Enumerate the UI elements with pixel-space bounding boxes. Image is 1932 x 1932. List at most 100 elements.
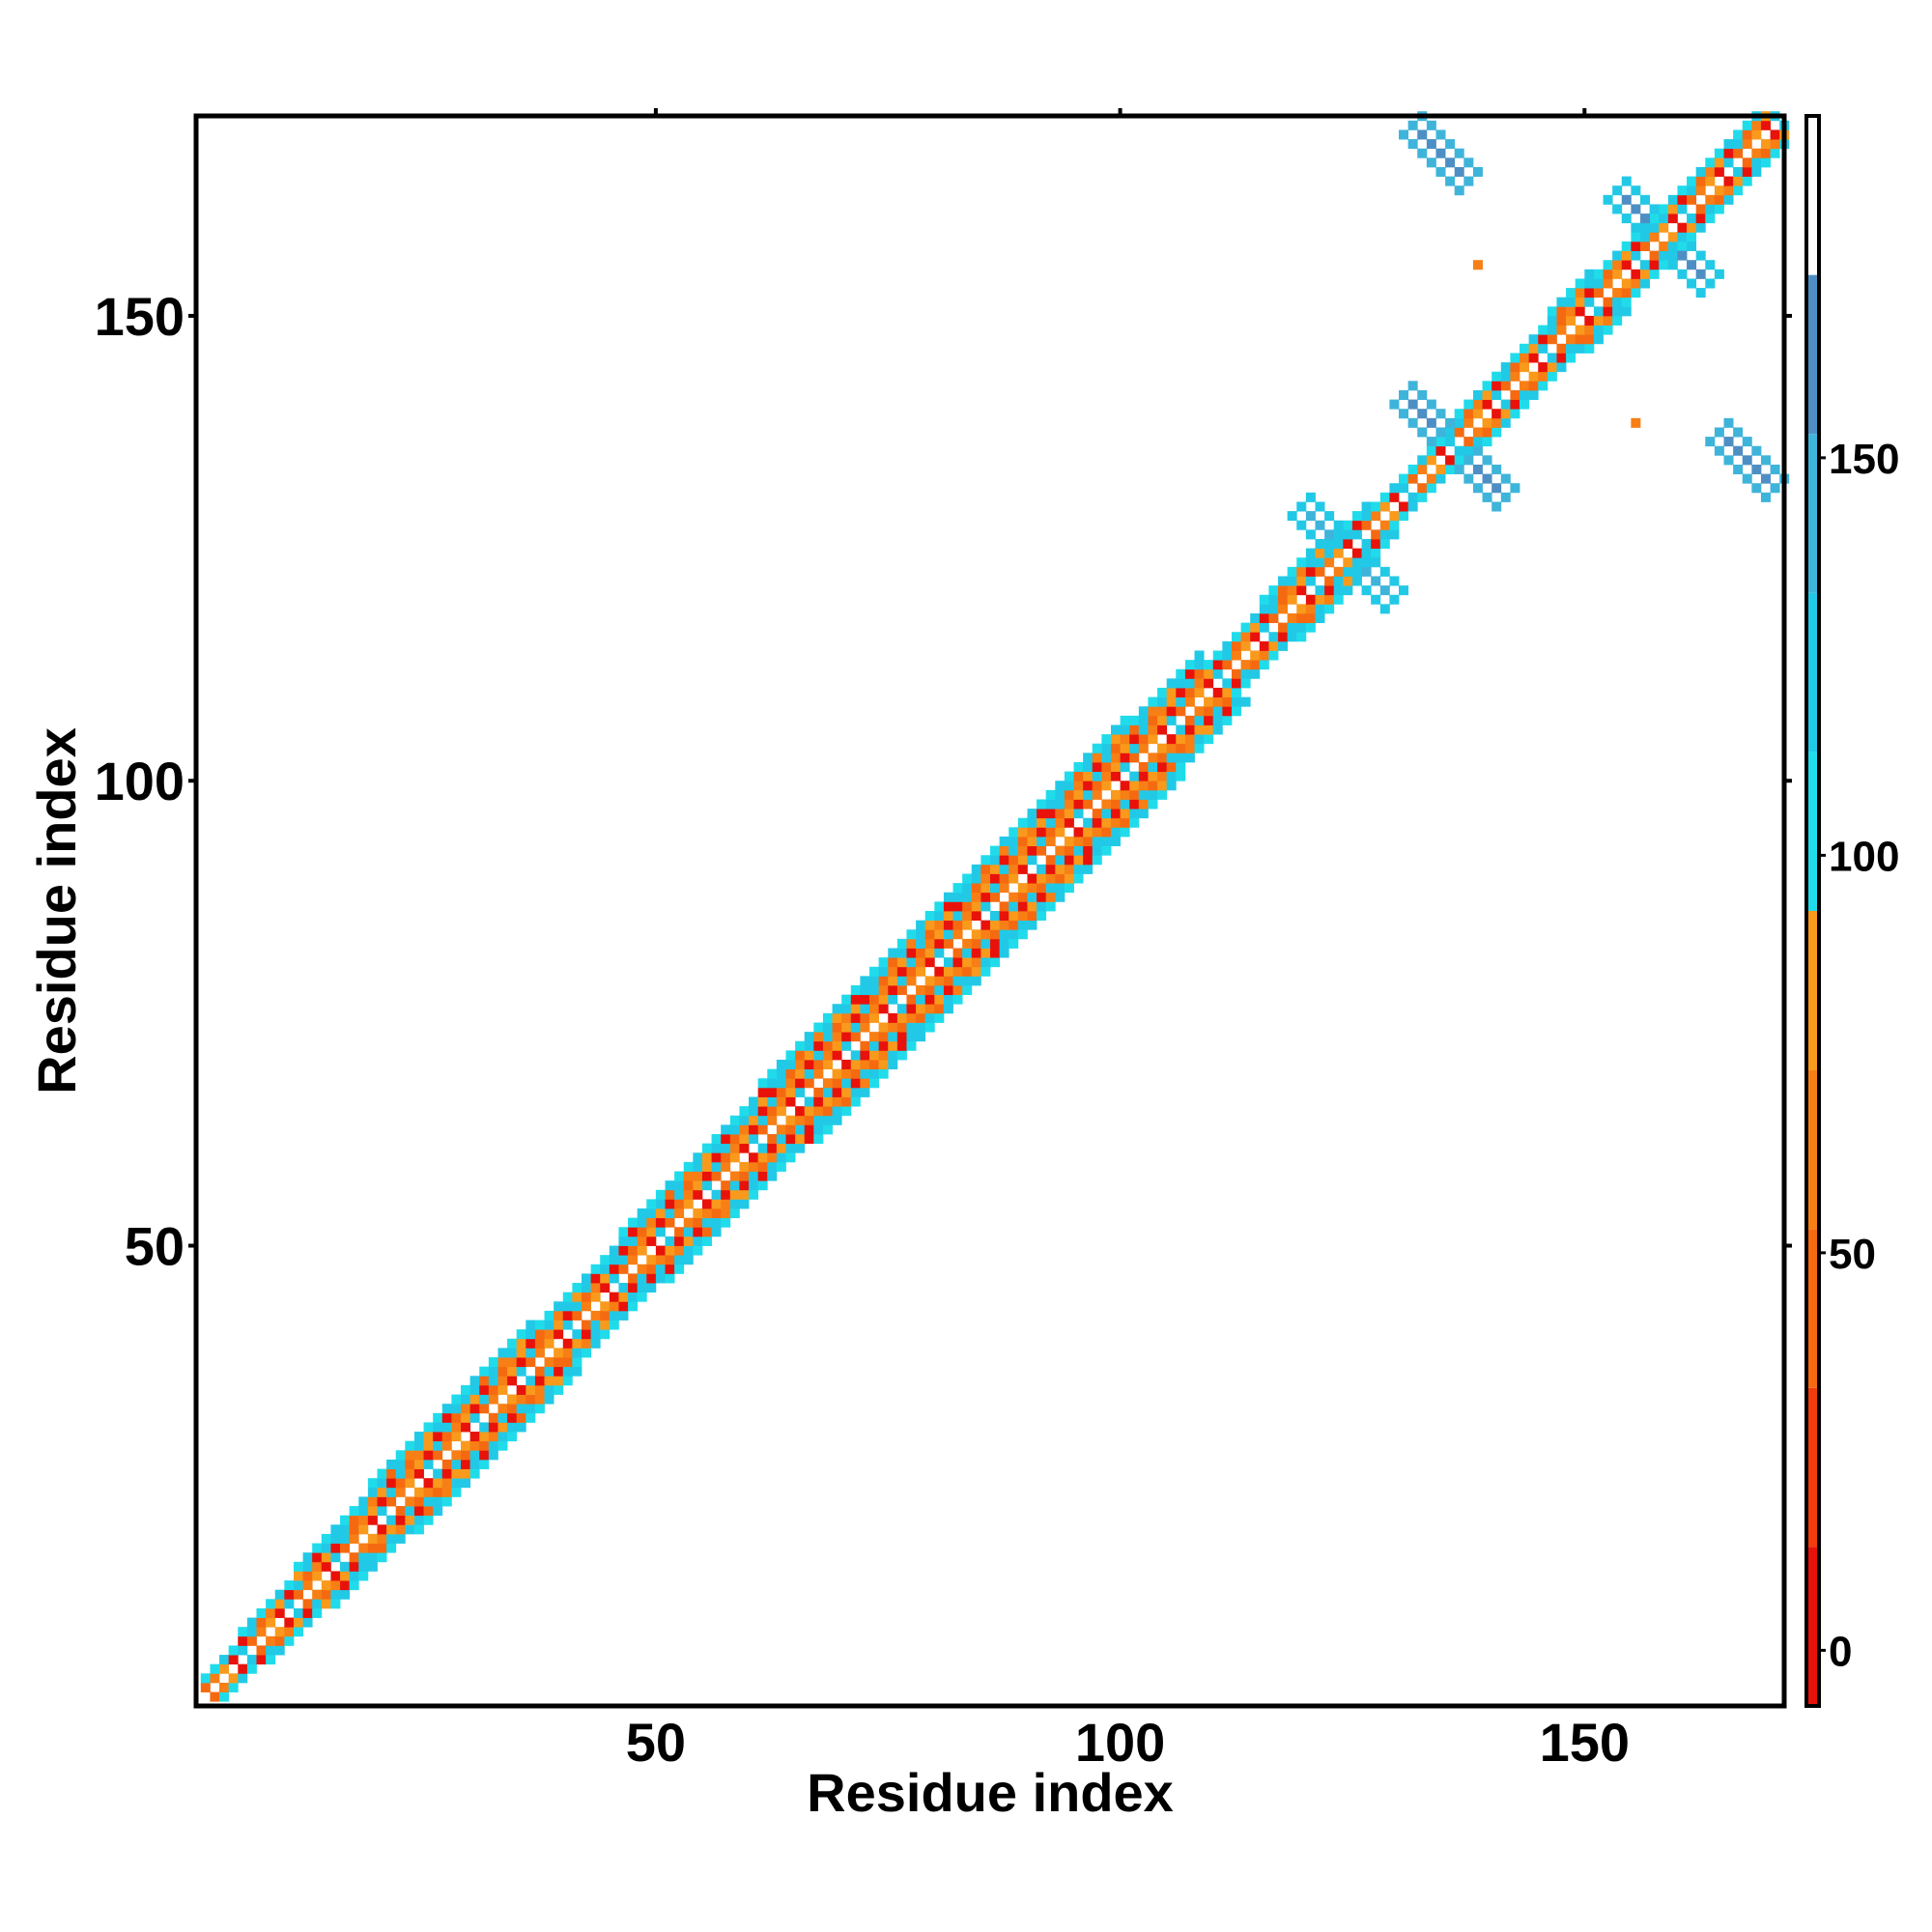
heatmap-cell <box>1687 241 1697 251</box>
heatmap-cell <box>916 920 926 930</box>
heatmap-cell <box>1268 632 1279 642</box>
heatmap-cell <box>349 1533 359 1544</box>
heatmap-cell <box>888 948 898 958</box>
heatmap-cell <box>395 1515 406 1525</box>
heatmap-cell <box>1492 417 1502 428</box>
heatmap-cell <box>330 1533 341 1544</box>
heatmap-cell <box>1520 353 1530 363</box>
heatmap-cell <box>1073 809 1084 819</box>
heatmap-cell <box>284 1580 295 1591</box>
heatmap-cell <box>1649 250 1660 261</box>
heatmap-cell <box>776 1143 786 1153</box>
heatmap-cell <box>395 1468 406 1479</box>
heatmap-cell <box>544 1384 554 1395</box>
heatmap-cell <box>479 1450 490 1461</box>
heatmap-cell <box>1083 753 1094 763</box>
heatmap-cell <box>618 1310 629 1321</box>
heatmap-cell <box>1055 892 1065 902</box>
heatmap-cell <box>1687 222 1697 233</box>
heatmap-cell <box>1017 883 1028 894</box>
heatmap-cell <box>479 1459 490 1469</box>
heatmap-cell <box>1157 696 1168 707</box>
heatmap-cell <box>1695 250 1706 261</box>
heatmap-cell <box>1621 260 1632 270</box>
heatmap-cell <box>1287 594 1297 605</box>
heatmap-cell <box>701 1180 712 1191</box>
heatmap-cell <box>1148 789 1158 800</box>
heatmap-cell <box>804 1032 814 1042</box>
heatmap-cell <box>1287 511 1297 522</box>
heatmap-cell <box>1092 781 1102 791</box>
heatmap-cell <box>785 1124 796 1135</box>
heatmap-cell <box>1315 557 1325 568</box>
heatmap-cell <box>655 1217 666 1228</box>
heatmap-cell <box>832 1040 842 1051</box>
heatmap-cell <box>841 1012 852 1023</box>
heatmap-cell <box>1129 789 1140 800</box>
heatmap-cell <box>804 1134 814 1145</box>
heatmap-cell <box>813 1040 824 1051</box>
heatmap-cell <box>1714 194 1724 205</box>
heatmap-cell <box>451 1487 462 1497</box>
heatmap-cell <box>1435 427 1446 438</box>
heatmap-cell <box>729 1152 740 1163</box>
heatmap-cell <box>1417 455 1428 466</box>
heatmap-cell <box>1426 139 1436 150</box>
heatmap-cell <box>367 1506 378 1517</box>
heatmap-cell <box>646 1199 657 1209</box>
heatmap-cell <box>1315 594 1325 605</box>
heatmap-cell <box>1009 873 1019 884</box>
heatmap-cell <box>757 1152 768 1163</box>
heatmap-cell <box>413 1506 424 1517</box>
heatmap-cell <box>609 1255 619 1265</box>
heatmap-cell <box>469 1394 480 1405</box>
heatmap-cell <box>1120 789 1130 800</box>
heatmap-cell <box>1687 185 1697 196</box>
heatmap-cell <box>1231 650 1241 661</box>
heatmap-cell <box>1639 278 1650 289</box>
heatmap-cell <box>952 948 963 958</box>
heatmap-cell <box>1351 576 1362 586</box>
heatmap-cell <box>962 873 973 884</box>
heatmap-cell <box>554 1310 564 1321</box>
heatmap-cell <box>850 1096 861 1107</box>
heatmap-cell <box>1287 585 1297 596</box>
heatmap-cell <box>358 1552 369 1563</box>
heatmap-cell <box>1064 771 1074 781</box>
heatmap-cell <box>386 1515 397 1525</box>
heatmap-cell <box>1120 817 1130 828</box>
heatmap-cell <box>1037 845 1047 856</box>
heatmap-cell <box>1399 511 1409 522</box>
heatmap-cell <box>896 1004 907 1014</box>
heatmap-cell <box>1371 557 1381 568</box>
heatmap-cell <box>1101 845 1112 856</box>
heatmap-cell <box>1492 409 1502 419</box>
heatmap-cell <box>916 929 926 940</box>
heatmap-cell <box>674 1180 685 1191</box>
heatmap-cell <box>1231 678 1241 689</box>
heatmap-cell <box>562 1292 573 1302</box>
heatmap-cell <box>1723 176 1734 186</box>
heatmap-cell <box>637 1217 647 1228</box>
heatmap-cell <box>1073 781 1084 791</box>
heatmap-cell <box>869 966 880 977</box>
colorbar-bin <box>1806 1069 1819 1230</box>
heatmap-cell <box>1333 585 1344 596</box>
heatmap-cell <box>674 1199 685 1209</box>
heatmap-cell <box>377 1533 387 1544</box>
heatmap-cell <box>1064 855 1074 866</box>
heatmap-cell <box>896 966 907 977</box>
heatmap-cell <box>832 1012 842 1023</box>
heatmap-cell <box>869 976 880 986</box>
heatmap-cell <box>943 976 953 986</box>
heatmap-cell <box>999 920 1009 930</box>
heatmap-cell <box>1463 473 1474 484</box>
heatmap-cell <box>1639 232 1650 242</box>
heatmap-cell <box>1045 855 1056 866</box>
heatmap-cell <box>795 1050 806 1061</box>
heatmap-cell <box>1324 557 1335 568</box>
heatmap-cell <box>1742 437 1752 447</box>
heatmap-cell <box>701 1208 712 1219</box>
heatmap-cell <box>1435 464 1446 474</box>
heatmap-cell <box>433 1450 443 1461</box>
